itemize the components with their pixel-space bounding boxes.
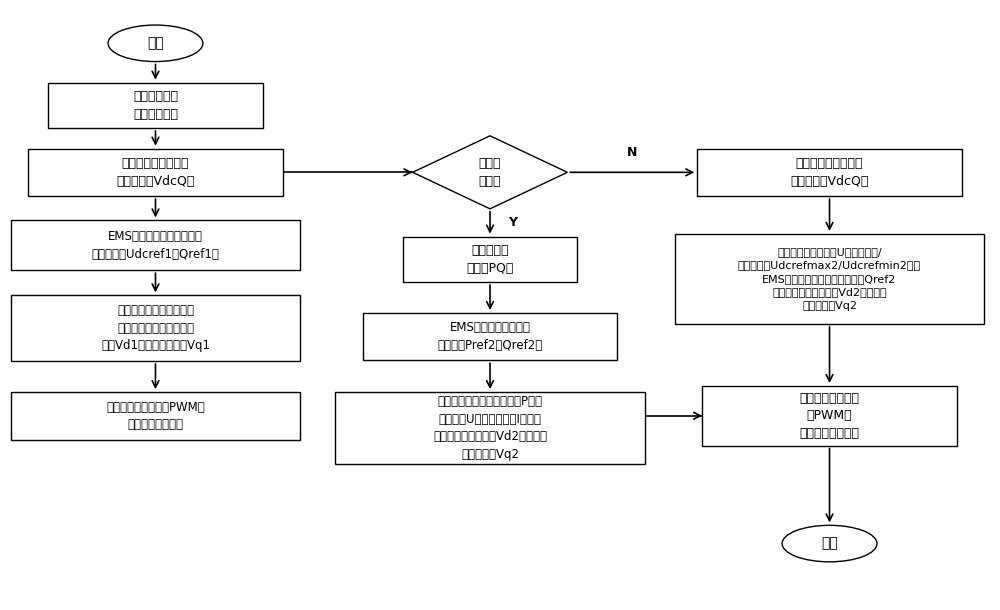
Text: 主站定电压和定无功
功率控制（VdcQ）: 主站定电压和定无功 功率控制（VdcQ） — [116, 157, 195, 187]
Bar — [697, 149, 962, 196]
Ellipse shape — [782, 525, 877, 562]
Bar — [702, 386, 957, 445]
Text: 从站脉冲宽度调制
（PWM）
产生触发脉冲信号: 从站脉冲宽度调制 （PWM） 产生触发脉冲信号 — [800, 392, 860, 440]
Text: 从站定功率
控制（PQ）: 从站定功率 控制（PQ） — [466, 244, 514, 274]
Text: N: N — [627, 146, 638, 159]
Text: 主站控制方式经外环和内
环控制产生主站电压调节
指令Vd1和无功调节指令Vq1: 主站控制方式经外环和内 环控制产生主站电压调节 指令Vd1和无功调节指令Vq1 — [101, 304, 210, 352]
Text: 从站控制方式经功率环控制P、电
压环控制U和电流环控制I产生从
站有功功率调节指令Vd2和无功功
率调节指令Vq2: 从站控制方式经功率环控制P、电 压环控制U和电流环控制I产生从 站有功功率调节指… — [433, 395, 547, 461]
Text: 确定配网系统
的主站和从站: 确定配网系统 的主站和从站 — [133, 90, 178, 121]
Text: EMS向主站发送电压和无功
功率指令（Udcref1和Qref1）: EMS向主站发送电压和无功 功率指令（Udcref1和Qref1） — [92, 230, 219, 260]
Bar — [403, 237, 577, 282]
Text: EMS向从站发送功率优
化指令（Pref2和Qref2）: EMS向从站发送功率优 化指令（Pref2和Qref2） — [437, 321, 543, 352]
Text: 从站定电压和定无功
功率控制（VdcQ）: 从站定电压和定无功 功率控制（VdcQ） — [790, 157, 869, 187]
Text: Y: Y — [508, 216, 517, 229]
Text: 结束: 结束 — [821, 537, 838, 551]
Bar — [11, 392, 300, 439]
Bar — [28, 149, 283, 196]
Polygon shape — [413, 136, 567, 209]
Bar — [363, 313, 617, 361]
Bar — [335, 392, 645, 464]
Text: 系统是
否稳态: 系统是 否稳态 — [479, 157, 501, 187]
Bar — [11, 295, 300, 361]
Text: 从站依据电压环控制U设定的上限/
下限电压（Udcrefmax2/Udcrefmin2）和
EMS向从站发送的无功功率指令Qref2
产生从站电压调节指令Vd2: 从站依据电压环控制U设定的上限/ 下限电压（Udcrefmax2/Udcrefm… — [738, 246, 921, 311]
Bar — [675, 234, 984, 324]
Text: 主站脉冲宽度调制（PWM）
产生触发脉冲信号: 主站脉冲宽度调制（PWM） 产生触发脉冲信号 — [106, 401, 205, 431]
Ellipse shape — [108, 25, 203, 62]
Bar — [48, 82, 263, 128]
Bar — [11, 220, 300, 270]
Text: 开始: 开始 — [147, 37, 164, 50]
